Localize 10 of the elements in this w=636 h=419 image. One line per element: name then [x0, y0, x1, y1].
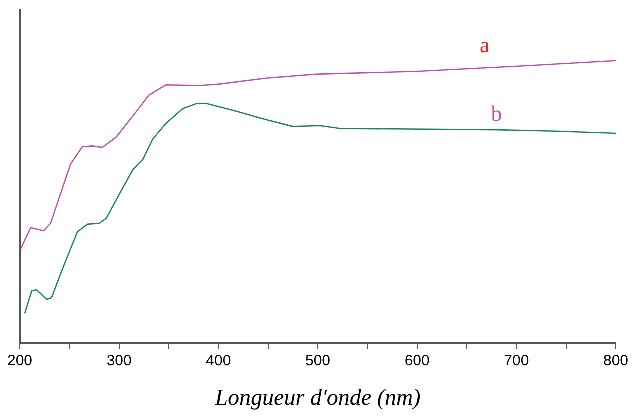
- x-tick-label: 500: [305, 352, 331, 370]
- x-tick-label: 400: [206, 352, 232, 370]
- x-tick-label: 800: [603, 352, 629, 370]
- x-tick-label: 600: [404, 352, 430, 370]
- text: a: [480, 32, 490, 58]
- x-tick-label: 300: [106, 352, 132, 370]
- x-tick-label: 200: [7, 352, 33, 370]
- x-axis-title: Longueur d'onde (nm): [214, 385, 421, 410]
- x-tick-label: 700: [504, 352, 530, 370]
- annotation: b: [491, 100, 502, 126]
